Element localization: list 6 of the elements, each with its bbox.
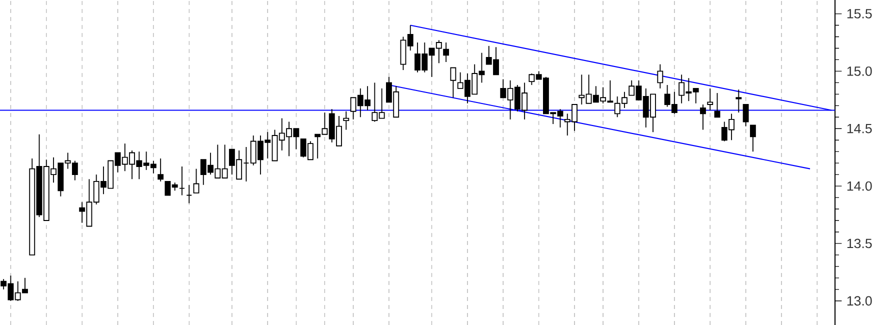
y-tick-label: 14.0: [847, 181, 872, 191]
y-tick-label: 15.5: [847, 9, 872, 18]
y-tick-label: 14.5: [847, 124, 872, 134]
y-tick-label: 13.5: [847, 238, 872, 248]
y-tick-label: 13.0: [847, 296, 872, 306]
y-tick-label: 15.0: [847, 66, 872, 76]
